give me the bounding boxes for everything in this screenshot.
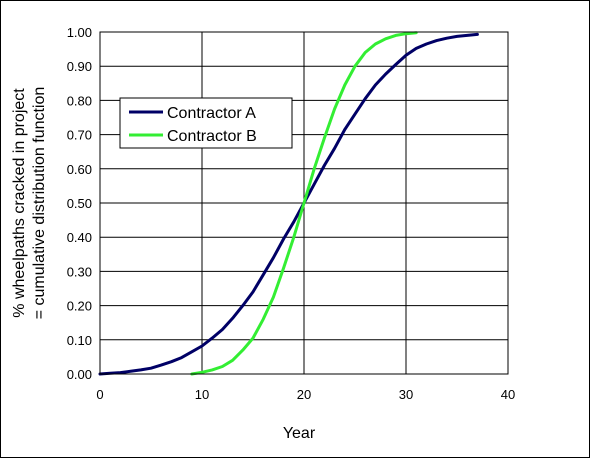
x-tick-label: 20 bbox=[297, 387, 311, 402]
x-tick-label: 40 bbox=[501, 387, 515, 402]
y-tick-label: 0.20 bbox=[67, 299, 92, 314]
y-tick-label: 0.90 bbox=[67, 59, 92, 74]
plot-border bbox=[99, 31, 509, 375]
legend: Contractor A Contractor B bbox=[119, 97, 293, 149]
y-axis-title-line2: = cumulative distribution function bbox=[31, 87, 48, 320]
y-tick-label: 1.00 bbox=[67, 25, 92, 40]
y-tick-labels: 0.00 0.10 0.20 0.30 0.40 0.50 0.60 0.70 0.80 0.90… bbox=[67, 25, 92, 382]
x-tick-label: 0 bbox=[96, 387, 103, 402]
y-tick-label: 0.60 bbox=[67, 162, 92, 177]
series-line-contractor-a bbox=[98, 32, 479, 376]
y-tick-label: 0.00 bbox=[67, 367, 92, 382]
series-group bbox=[98, 31, 479, 376]
x-tick-label: 30 bbox=[399, 387, 413, 402]
y-tick-label: 0.50 bbox=[67, 196, 92, 211]
x-tick-label: 10 bbox=[195, 387, 209, 402]
series-line-contractor-b bbox=[190, 31, 418, 376]
legend-box bbox=[119, 97, 293, 149]
x-tick-labels: 0 10 20 30 40 bbox=[96, 387, 515, 402]
y-tick-label: 0.10 bbox=[67, 333, 92, 348]
legend-label-contractor-a: Contractor A bbox=[167, 105, 256, 122]
x-axis-title: Year bbox=[283, 425, 316, 442]
y-axis-title-line1: % wheelpaths cracked in project bbox=[11, 88, 28, 318]
y-tick-label: 0.30 bbox=[67, 264, 92, 279]
y-tick-label: 0.40 bbox=[67, 230, 92, 245]
y-tick-label: 0.80 bbox=[67, 93, 92, 108]
legend-label-contractor-b: Contractor B bbox=[167, 128, 257, 145]
y-tick-label: 0.70 bbox=[67, 128, 92, 143]
